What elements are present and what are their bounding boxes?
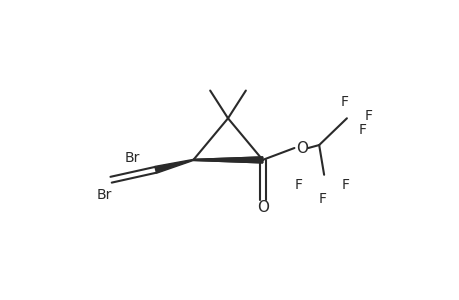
Text: O: O [296,140,308,155]
Text: Br: Br [96,188,112,202]
Text: O: O [256,200,268,215]
Text: F: F [364,109,372,123]
Text: F: F [294,178,302,192]
Polygon shape [193,157,262,163]
Polygon shape [193,157,262,163]
Text: F: F [358,123,366,137]
Text: F: F [341,178,349,192]
Polygon shape [155,159,193,173]
Text: F: F [318,191,325,206]
Text: Br: Br [125,151,140,165]
Text: F: F [340,95,348,110]
